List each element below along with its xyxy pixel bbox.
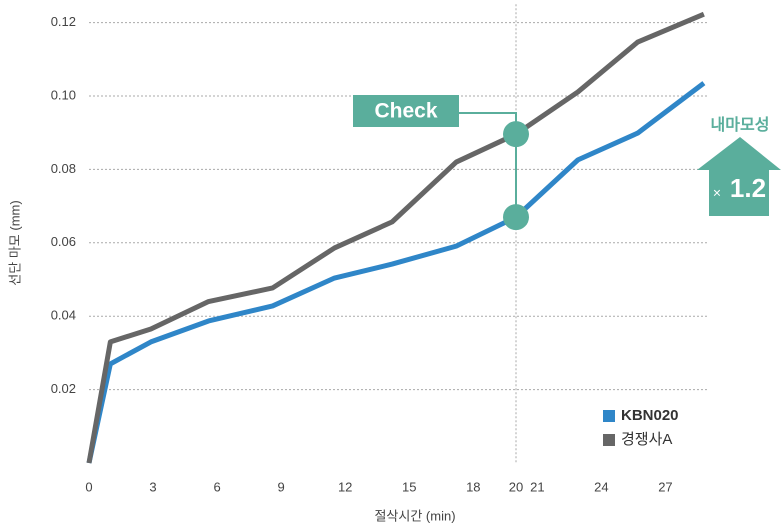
callout-title: 내마모성 [711, 116, 770, 134]
x-tick-label: 27 [658, 479, 672, 494]
x-tick-label: 21 [530, 479, 544, 494]
x-tick-label: 0 [85, 479, 92, 494]
y-tick-label: 0.10 [51, 87, 76, 102]
callout-arrow [697, 137, 781, 216]
y-tick-label: 0.02 [51, 381, 76, 396]
x-tick-label: 12 [338, 479, 352, 494]
x-tick-label: 20 [509, 479, 523, 494]
check-box [353, 95, 459, 127]
x-axis-label: 절삭시간 (min) [374, 508, 455, 523]
check-marker [503, 121, 529, 148]
check-marker [503, 204, 529, 231]
y-axis-label: 선단 마모 (mm) [7, 200, 22, 285]
x-tick-label: 18 [466, 479, 480, 494]
x-tick-label: 15 [402, 479, 416, 494]
check-connector [458, 112, 517, 218]
y-tick-label: 0.04 [51, 308, 76, 323]
y-tick-label: 0.12 [51, 14, 76, 29]
y-tick-label: 0.08 [51, 161, 76, 176]
y-tick-label: 0.06 [51, 234, 76, 249]
multiplier: 1.2 [730, 173, 766, 203]
x-tick-label: 24 [594, 479, 608, 494]
x-tick-label: 3 [149, 479, 156, 494]
multiplier-symbol: × [713, 185, 721, 201]
series-line [86, 81, 706, 464]
legend-swatch [603, 434, 615, 446]
series-line [86, 11, 705, 464]
legend-label: KBN020 [621, 407, 679, 424]
x-tick-label: 9 [278, 479, 285, 494]
x-tick-label: 6 [213, 479, 220, 494]
legend-swatch [603, 410, 615, 422]
legend-label: 경쟁사A [621, 431, 672, 448]
check-label: Check [374, 100, 437, 123]
